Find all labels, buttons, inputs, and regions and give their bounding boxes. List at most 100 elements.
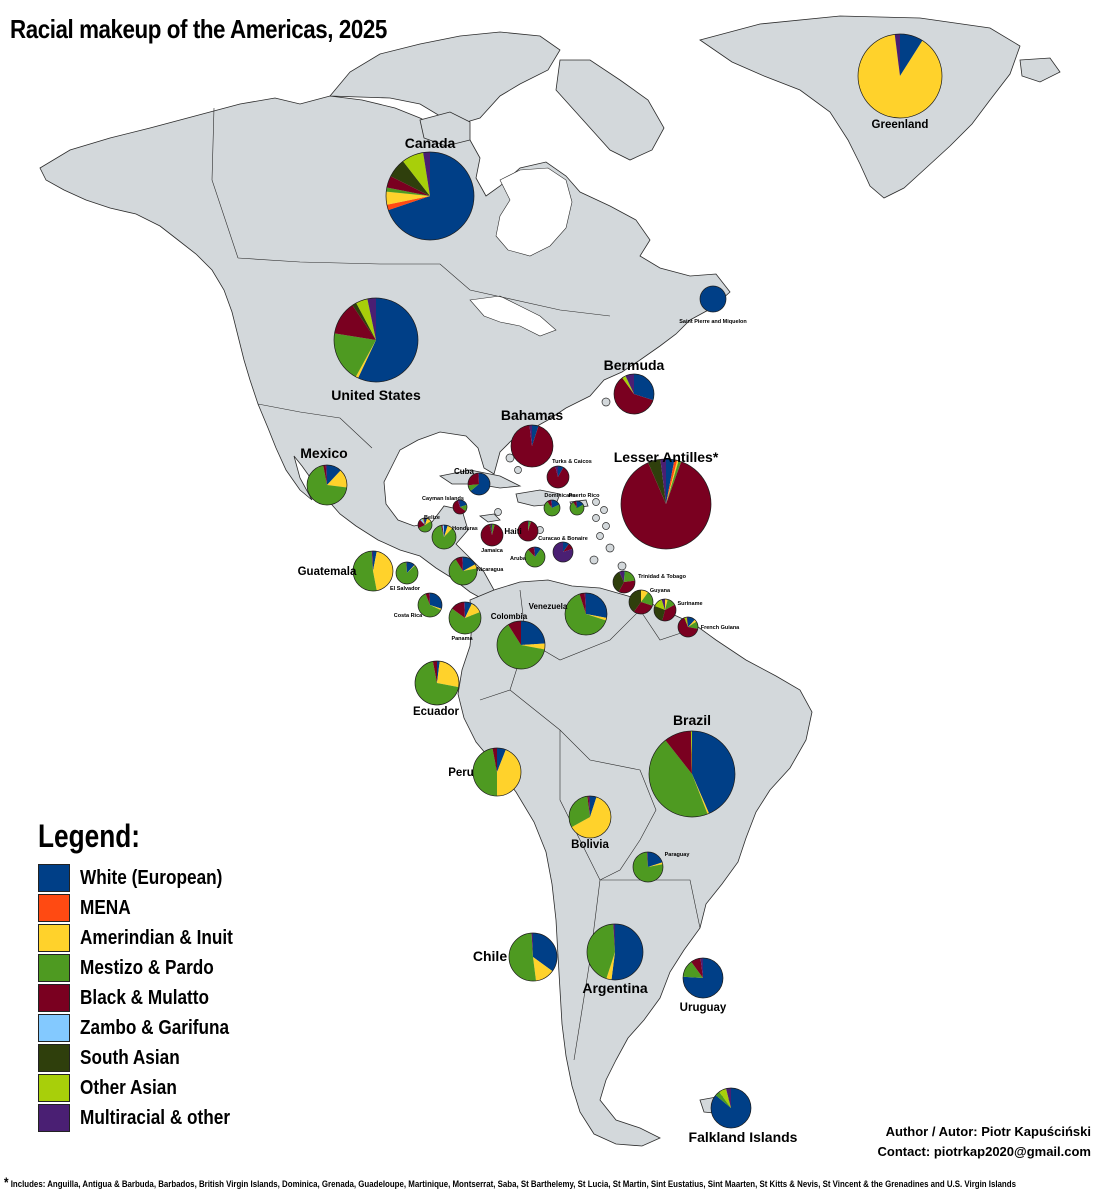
pie-slice-multiracial — [490, 524, 492, 535]
pie-slice-mestizo — [468, 484, 479, 492]
pie-slice-multiracial — [576, 501, 577, 508]
pie-slice-white — [688, 617, 695, 627]
pie-brazil: Brazil — [648, 712, 736, 818]
pie-slice-multiracial — [619, 571, 624, 582]
pie-slice-multiracial — [686, 617, 688, 627]
pie-slice-multiracial — [462, 557, 463, 571]
legend-label: Other Asian — [80, 1076, 177, 1099]
pie-slice-black — [425, 593, 430, 605]
pie-slice-white — [465, 602, 472, 618]
pie-guatemala: Guatemala — [298, 550, 394, 592]
pie-slice-mestizo — [449, 559, 478, 585]
pie-outline — [648, 730, 736, 818]
baffin-island — [555, 59, 665, 161]
pie-slice-amerindian — [688, 619, 697, 627]
pie-puerto-rico: Puerto Rico — [569, 493, 600, 516]
legend-label: Black & Mulatto — [80, 986, 210, 1009]
pie-outline — [710, 1087, 752, 1129]
pie-slice-black — [441, 525, 444, 537]
greenland-landmass — [699, 15, 1021, 199]
pie-slice-black — [386, 176, 430, 196]
pie-slice-mestizo — [492, 524, 495, 535]
region-label-dominicana: Dominicana — [544, 493, 576, 499]
island-marker — [601, 397, 611, 407]
pie-slice-multiracial — [588, 796, 590, 817]
region-label-aruba: Aruba — [510, 556, 527, 562]
pie-outline — [472, 747, 522, 797]
region-label-united-states: United States — [331, 387, 421, 403]
pie-slice-amerindian — [641, 590, 649, 602]
pie-slice-south_asian — [613, 572, 624, 592]
legend: Legend: White (European) MENA Amerindian &… — [38, 818, 258, 1133]
pie-slice-mestizo — [417, 593, 441, 618]
pie-slice-amerindian — [692, 774, 710, 815]
pie-peru: Peru — [448, 747, 522, 797]
island-marker — [589, 555, 599, 565]
pie-slice-multiracial — [423, 518, 425, 525]
legend-item-other_asian: Other Asian — [38, 1073, 258, 1103]
legend-title: Legend: — [38, 818, 141, 854]
pie-slice-black — [613, 377, 654, 415]
pie-slice-mestizo — [666, 460, 682, 504]
pie-slice-white — [425, 518, 428, 525]
pie-slice-mestizo — [334, 333, 376, 377]
pie-outline — [395, 561, 419, 585]
pie-slice-other_asian — [422, 518, 425, 525]
pie-slice-white — [437, 661, 440, 683]
victoria-island — [419, 111, 471, 147]
region-label-honduras: Honduras — [452, 526, 478, 532]
pie-turks-caicos: Turks & Caicos — [546, 459, 592, 489]
legend-swatch — [38, 954, 70, 982]
pie-slice-mestizo — [449, 608, 481, 634]
pie-outline — [612, 570, 636, 594]
pie-outline — [632, 851, 664, 883]
pie-chart-layer: Canada Greenland United States Saint Pierre… — [298, 33, 943, 1145]
pie-slice-white — [552, 500, 560, 508]
pie-slice-multiracial — [457, 500, 460, 507]
pie-slice-amerindian — [437, 661, 459, 688]
pie-uruguay: Uruguay — [680, 957, 727, 1014]
island-marker — [505, 453, 515, 463]
pie-saint-pierre-and-miquelon: Saint Pierre and Miquelon — [679, 285, 747, 325]
region-label-cayman-islands: Cayman Islands — [422, 496, 464, 502]
legend-swatch — [38, 984, 70, 1012]
pie-slice-amerindian — [521, 643, 545, 650]
pie-slice-black — [547, 500, 552, 508]
island-marker — [494, 508, 502, 516]
pie-outline — [682, 957, 724, 999]
pie-slice-white — [497, 748, 506, 772]
pie-slice-white — [532, 425, 539, 446]
pie-slice-multiracial — [584, 593, 586, 614]
pie-outline — [569, 500, 585, 516]
region-label-saint-pierre-and-miquelon: Saint Pierre and Miquelon — [679, 319, 747, 325]
pie-slice-amerindian — [465, 603, 480, 618]
region-label-french-guiana: French Guiana — [701, 625, 740, 631]
pie-chile: Chile — [473, 932, 558, 982]
pie-slice-mestizo — [649, 740, 708, 817]
pie-outline — [543, 499, 561, 517]
island-marker — [617, 561, 627, 571]
pie-slice-amerindian — [386, 191, 430, 205]
pie-outline — [552, 541, 574, 563]
pie-slice-black — [662, 604, 677, 622]
pie-slice-multiracial — [423, 152, 430, 196]
pie-slice-white — [533, 933, 558, 972]
pie-slice-mestizo — [528, 521, 532, 531]
pie-outline — [414, 660, 460, 706]
region-label-greenland: Greenland — [872, 119, 929, 131]
region-label-haiti: Haiti — [504, 527, 521, 536]
pie-slice-amerindian — [373, 551, 394, 591]
pie-outline — [448, 601, 482, 635]
island-marker — [592, 498, 600, 506]
pie-slice-mestizo — [544, 501, 560, 517]
region-label-venezuela: Venezuela — [529, 602, 568, 611]
pie-venezuela: Venezuela — [529, 592, 608, 636]
footnote: * Includes: Anguilla, Antigua & Barbuda,… — [4, 1174, 1016, 1190]
pie-argentina: Argentina — [582, 923, 648, 996]
pie-slice-white — [528, 521, 529, 531]
pie-slice-mestizo — [683, 961, 703, 978]
pie-slice-other_asian — [684, 617, 688, 627]
region-label-ecuador: Ecuador — [413, 706, 460, 718]
pie-united-states: United States — [331, 297, 421, 403]
great-lakes — [469, 295, 557, 337]
